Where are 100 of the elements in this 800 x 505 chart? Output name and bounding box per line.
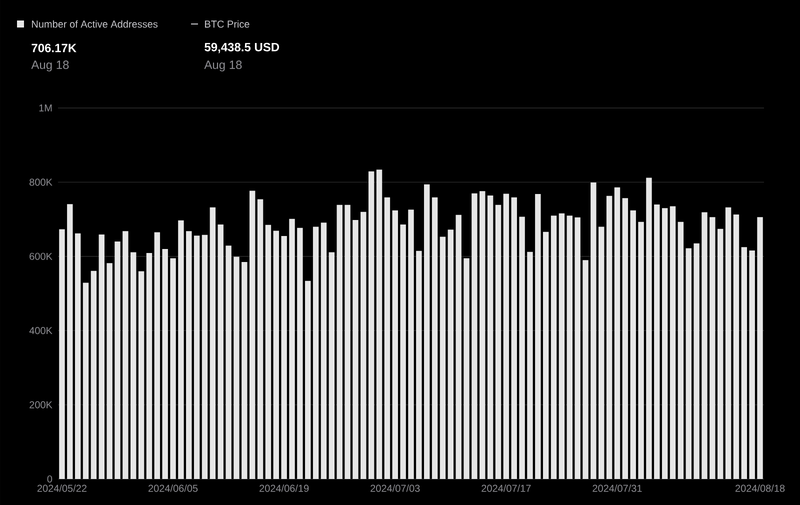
bar: [352, 220, 358, 479]
bar: [392, 210, 398, 479]
bar: [408, 210, 414, 479]
bar: [336, 204, 342, 479]
bar: [90, 270, 97, 479]
bar: [202, 234, 208, 479]
bar: [242, 262, 248, 479]
y-tick-label: 600K: [30, 252, 52, 260]
bar: [360, 212, 366, 479]
bar: [694, 243, 700, 479]
bar: [384, 197, 390, 479]
bar: [328, 252, 335, 479]
bar: [416, 250, 422, 479]
bar: [130, 252, 136, 479]
x-tick-label: 2024/06/19: [260, 484, 309, 492]
bar: [622, 198, 628, 479]
bar: [464, 258, 470, 479]
y-tick-label: 0: [47, 475, 52, 483]
bar: [662, 208, 668, 479]
bar: [527, 252, 533, 479]
x-tick-label: 2024/05/22: [37, 484, 86, 492]
bar: [376, 170, 382, 479]
bar: [495, 204, 502, 479]
legend-label: Number of Active Addresses: [32, 20, 158, 28]
bar: [210, 207, 216, 479]
bar: [114, 242, 120, 479]
bar: [424, 184, 430, 479]
text: BTC Price: [205, 20, 250, 28]
bar: [249, 190, 256, 479]
bar: [702, 212, 708, 479]
bar: [566, 216, 572, 479]
bar: [582, 260, 588, 479]
bar: [305, 280, 311, 479]
bar: [106, 263, 112, 479]
bar: [281, 236, 287, 479]
bar: [511, 197, 517, 479]
bar: [456, 214, 462, 479]
bar: [725, 207, 732, 479]
bar: [98, 234, 104, 479]
bar: [741, 247, 748, 479]
text: 706.17K: [32, 44, 76, 52]
y-tick-label: 800K: [30, 178, 52, 186]
bar: [74, 233, 81, 479]
bar: [718, 228, 724, 479]
y-tick-label: 1M: [39, 104, 52, 112]
bar: [297, 228, 303, 479]
bar: [312, 226, 319, 479]
bar: [265, 224, 272, 479]
bar: [226, 246, 232, 479]
bar: [432, 197, 438, 479]
bar: [487, 196, 494, 479]
bar: [558, 213, 565, 479]
bar: [686, 248, 692, 479]
bar: [67, 204, 73, 479]
bar: [186, 231, 192, 479]
bar: [400, 224, 406, 479]
bar: [678, 222, 684, 479]
x-tick-label: 2024/07/31: [592, 484, 642, 492]
x-tick-label: 2024/08/18: [736, 484, 785, 492]
bar: [638, 222, 644, 479]
bar: [289, 218, 295, 479]
bar: [320, 222, 327, 479]
bar: [170, 258, 176, 479]
bar: [448, 230, 454, 479]
bar: [733, 214, 740, 479]
bar: [590, 182, 596, 479]
bar: [59, 229, 65, 479]
bar: [654, 204, 660, 479]
text: Aug 18: [31, 60, 69, 72]
bar: [630, 210, 636, 479]
y-tick-label: 200K: [30, 401, 52, 408]
bar: [273, 230, 280, 479]
bar: [440, 236, 446, 479]
bar: [749, 250, 755, 479]
bar: [472, 193, 478, 479]
bar: [162, 248, 168, 479]
bar: [178, 220, 184, 479]
bar: [146, 253, 152, 479]
bar: [480, 191, 486, 479]
bar: [122, 231, 128, 479]
bar: [670, 206, 676, 479]
bar: [710, 217, 716, 479]
text: 59,438.5 USD: [204, 42, 280, 54]
bar: [614, 187, 620, 479]
bar: [757, 217, 763, 479]
x-tick-label: 2024/07/03: [370, 484, 420, 492]
bar: [646, 178, 652, 479]
bar: [368, 171, 374, 479]
x-tick-label: 2024/07/17: [482, 484, 531, 492]
bar: [194, 236, 200, 479]
bar: [503, 194, 510, 479]
bar: [574, 217, 580, 479]
text: Aug 18: [204, 60, 242, 72]
bar: [519, 216, 525, 479]
x-tick-label: 2024/06/05: [148, 484, 198, 492]
bar: [138, 271, 144, 479]
y-tick-label: 400K: [29, 327, 52, 334]
bar: [535, 194, 541, 479]
bar: [598, 226, 604, 479]
bar: [154, 232, 160, 479]
